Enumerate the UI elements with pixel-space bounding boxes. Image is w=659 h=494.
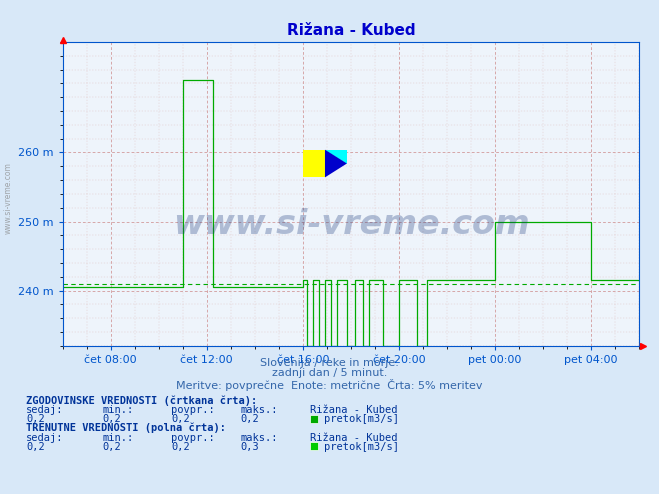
Text: 0,2: 0,2	[171, 414, 190, 424]
Text: 0,2: 0,2	[102, 414, 121, 424]
Polygon shape	[325, 150, 347, 164]
Text: maks.:: maks.:	[241, 433, 278, 443]
Text: 0,3: 0,3	[241, 442, 259, 452]
Text: Rižana - Kubed: Rižana - Kubed	[310, 433, 397, 443]
Text: pretok[m3/s]: pretok[m3/s]	[324, 414, 399, 424]
Bar	[303, 150, 325, 177]
Text: sedaj:: sedaj:	[26, 433, 64, 443]
Text: 0,2: 0,2	[26, 414, 45, 424]
Polygon shape	[325, 150, 347, 177]
Text: 0,2: 0,2	[241, 414, 259, 424]
Title: Rižana - Kubed: Rižana - Kubed	[287, 23, 415, 38]
Text: www.si-vreme.com: www.si-vreme.com	[3, 162, 13, 234]
Text: min.:: min.:	[102, 405, 133, 415]
Text: ZGODOVINSKE VREDNOSTI (črtkana črta):: ZGODOVINSKE VREDNOSTI (črtkana črta):	[26, 395, 258, 406]
Text: sedaj:: sedaj:	[26, 405, 64, 415]
Text: 0,2: 0,2	[26, 442, 45, 452]
Text: min.:: min.:	[102, 433, 133, 443]
Text: www.si-vreme.com: www.si-vreme.com	[173, 208, 529, 241]
Text: 0,2: 0,2	[171, 442, 190, 452]
Text: 0,2: 0,2	[102, 442, 121, 452]
Text: zadnji dan / 5 minut.: zadnji dan / 5 minut.	[272, 368, 387, 378]
Text: povpr.:: povpr.:	[171, 433, 215, 443]
Text: Slovenija / reke in morje.: Slovenija / reke in morje.	[260, 358, 399, 368]
Text: pretok[m3/s]: pretok[m3/s]	[324, 442, 399, 452]
Text: povpr.:: povpr.:	[171, 405, 215, 415]
Text: Meritve: povprečne  Enote: metrične  Črta: 5% meritev: Meritve: povprečne Enote: metrične Črta:…	[176, 379, 483, 391]
Text: TRENUTNE VREDNOSTI (polna črta):: TRENUTNE VREDNOSTI (polna črta):	[26, 423, 226, 433]
Text: Rižana - Kubed: Rižana - Kubed	[310, 405, 397, 415]
Text: maks.:: maks.:	[241, 405, 278, 415]
